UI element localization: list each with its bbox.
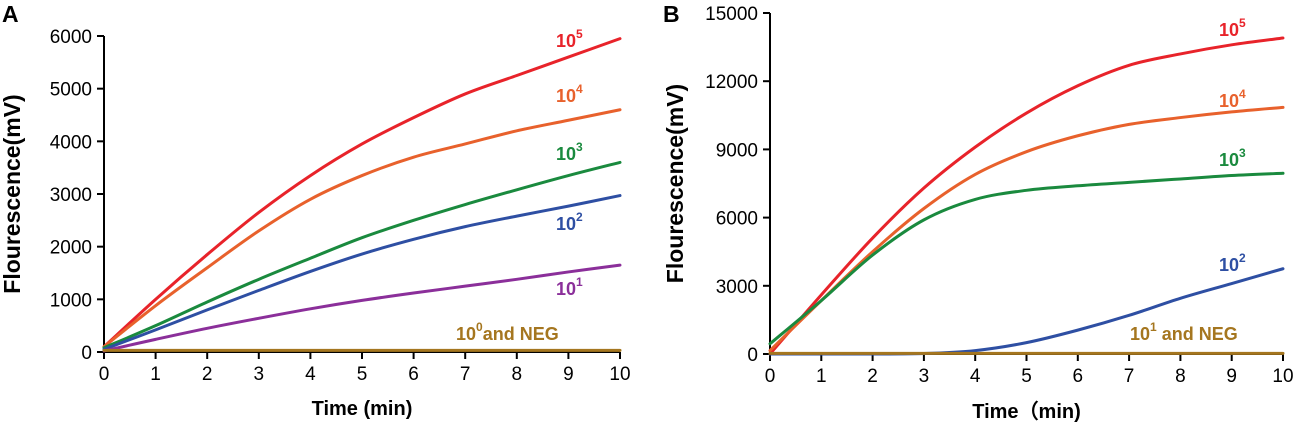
y-tick-label: 9000 [716, 140, 758, 161]
series-label-base: 10 [556, 214, 576, 234]
y-tick-label: 6000 [716, 209, 758, 230]
series-line-1 [102, 37, 622, 349]
series-label-1: 105 [556, 27, 583, 51]
series-label-base: 10 [456, 324, 476, 344]
panel-letter: B [663, 1, 680, 27]
series-label-sup: 4 [576, 82, 583, 96]
x-tick-label: 0 [99, 364, 110, 385]
series-label-5: 101 [556, 275, 583, 299]
y-tick-label: 0 [81, 343, 92, 364]
series-line-2 [102, 108, 622, 349]
x-tick-label: 5 [1021, 366, 1032, 387]
series-line-3 [768, 171, 1285, 346]
x-tick-label: 8 [1175, 366, 1186, 387]
series-label-sup: 5 [1239, 16, 1246, 30]
x-tick-label: 7 [1124, 366, 1135, 387]
series-label-sup: 0 [476, 320, 483, 334]
x-tick-label: 2 [867, 366, 878, 387]
series-label-base: 10 [556, 31, 576, 51]
x-tick-label: 3 [254, 364, 265, 385]
x-axis-title: Time（min) [972, 400, 1081, 423]
x-axis-title: Time (min) [312, 398, 413, 420]
x-tick-label: 9 [563, 364, 574, 385]
y-tick-label: 15000 [705, 4, 758, 25]
y-tick-label: 2000 [50, 238, 92, 259]
chart-panel-b: B 0 3000 6000 9000 12000 15000 0 1 2 3 4 5 6 7 8 9 10 Time… [662, 1, 1294, 423]
series-label-5: 101 and NEG [1130, 320, 1238, 344]
series-label-4: 102 [556, 210, 583, 234]
y-tick-label: 3000 [50, 185, 92, 206]
x-tick-label: 1 [150, 364, 161, 385]
series-label-4: 102 [1219, 251, 1246, 275]
x-tick-label: 9 [1226, 366, 1237, 387]
series-label-base: 10 [1219, 91, 1239, 111]
series-label-sup: 2 [576, 210, 583, 224]
series-line-1 [768, 36, 1285, 356]
x-tick-label: 8 [512, 364, 523, 385]
series-label-6: 100and NEG [456, 320, 559, 344]
series-label-base: 10 [1219, 20, 1239, 40]
panel-letter: A [2, 1, 19, 27]
series-label-sup: 1 [576, 275, 583, 289]
series-label-suffix: and NEG [483, 324, 559, 344]
series-label-base: 10 [1130, 324, 1150, 344]
series-label-sup: 3 [576, 140, 583, 154]
series-label-base: 10 [1219, 255, 1239, 275]
series-line-5 [102, 263, 622, 353]
series-label-2: 104 [556, 82, 583, 106]
x-tick-label: 5 [357, 364, 368, 385]
y-axis-title: Flourescence(mV) [662, 84, 688, 283]
y-tick-label: 6000 [50, 27, 92, 48]
x-tick-label: 7 [460, 364, 471, 385]
x-tick-label: 0 [765, 366, 776, 387]
series-label-3: 103 [1219, 146, 1246, 170]
series-label-base: 10 [556, 144, 576, 164]
x-tick-label: 6 [1073, 366, 1084, 387]
y-tick-label: 1000 [50, 290, 92, 311]
x-tick-label: 6 [408, 364, 419, 385]
series-line-2 [768, 105, 1285, 353]
series-label-sup: 3 [1239, 146, 1246, 160]
y-tick-label: 0 [747, 345, 758, 366]
series-label-sup: 2 [1239, 251, 1246, 265]
y-tick-label: 4000 [50, 132, 92, 153]
series-label-1: 105 [1219, 16, 1246, 40]
x-tick-label: 10 [1272, 366, 1293, 387]
series-line-3 [102, 160, 622, 350]
x-tick-label: 10 [609, 364, 630, 385]
x-tick-label: 3 [919, 366, 930, 387]
y-axis-title: Flourescence(mV) [0, 94, 25, 293]
y-tick-label: 5000 [50, 80, 92, 101]
series-line-4 [102, 194, 622, 351]
series-label-base: 10 [556, 86, 576, 106]
series-label-suffix: and NEG [1157, 324, 1238, 344]
x-tick-label: 1 [816, 366, 827, 387]
series-label-sup: 1 [1150, 320, 1157, 334]
x-tick-label: 4 [305, 364, 316, 385]
x-tick-label: 4 [970, 366, 981, 387]
series-label-base: 10 [556, 279, 576, 299]
x-tick-label: 2 [202, 364, 213, 385]
series-label-sup: 5 [576, 27, 583, 41]
series-label-base: 10 [1219, 150, 1239, 170]
series-label-3: 103 [556, 140, 583, 164]
series-label-sup: 4 [1239, 87, 1246, 101]
series-label-2: 104 [1219, 87, 1246, 111]
y-tick-label: 3000 [716, 277, 758, 298]
y-tick-label: 12000 [705, 72, 758, 93]
